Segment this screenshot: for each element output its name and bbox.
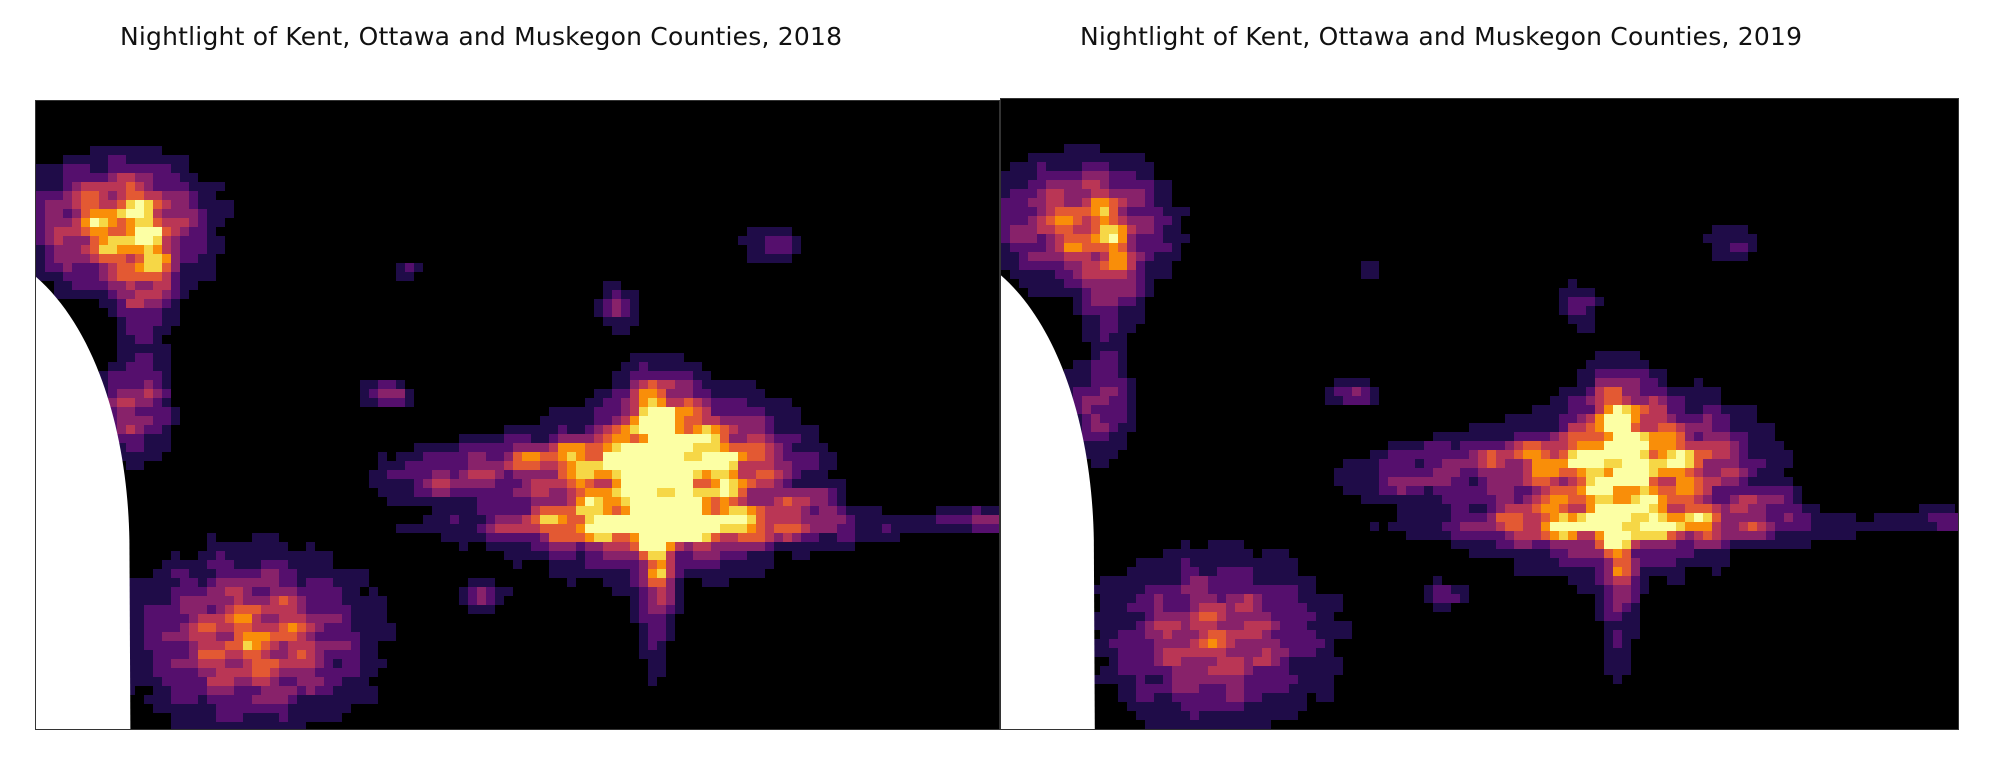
- panel-title-2018: Nightlight of Kent, Ottawa and Muskegon …: [120, 22, 843, 51]
- panel-title-2019: Nightlight of Kent, Ottawa and Muskegon …: [1080, 22, 1803, 51]
- light-pixels: [36, 146, 999, 729]
- lake-michigan-water: [1001, 275, 1095, 729]
- nightlight-raster-2019: [1001, 99, 1958, 729]
- nightlight-map-2019: [1000, 98, 1959, 730]
- lake-michigan-water: [36, 276, 131, 729]
- nightlight-map-2018: [35, 100, 1000, 730]
- nightlight-raster-2018: [36, 101, 999, 729]
- light-pixels: [1001, 144, 1958, 729]
